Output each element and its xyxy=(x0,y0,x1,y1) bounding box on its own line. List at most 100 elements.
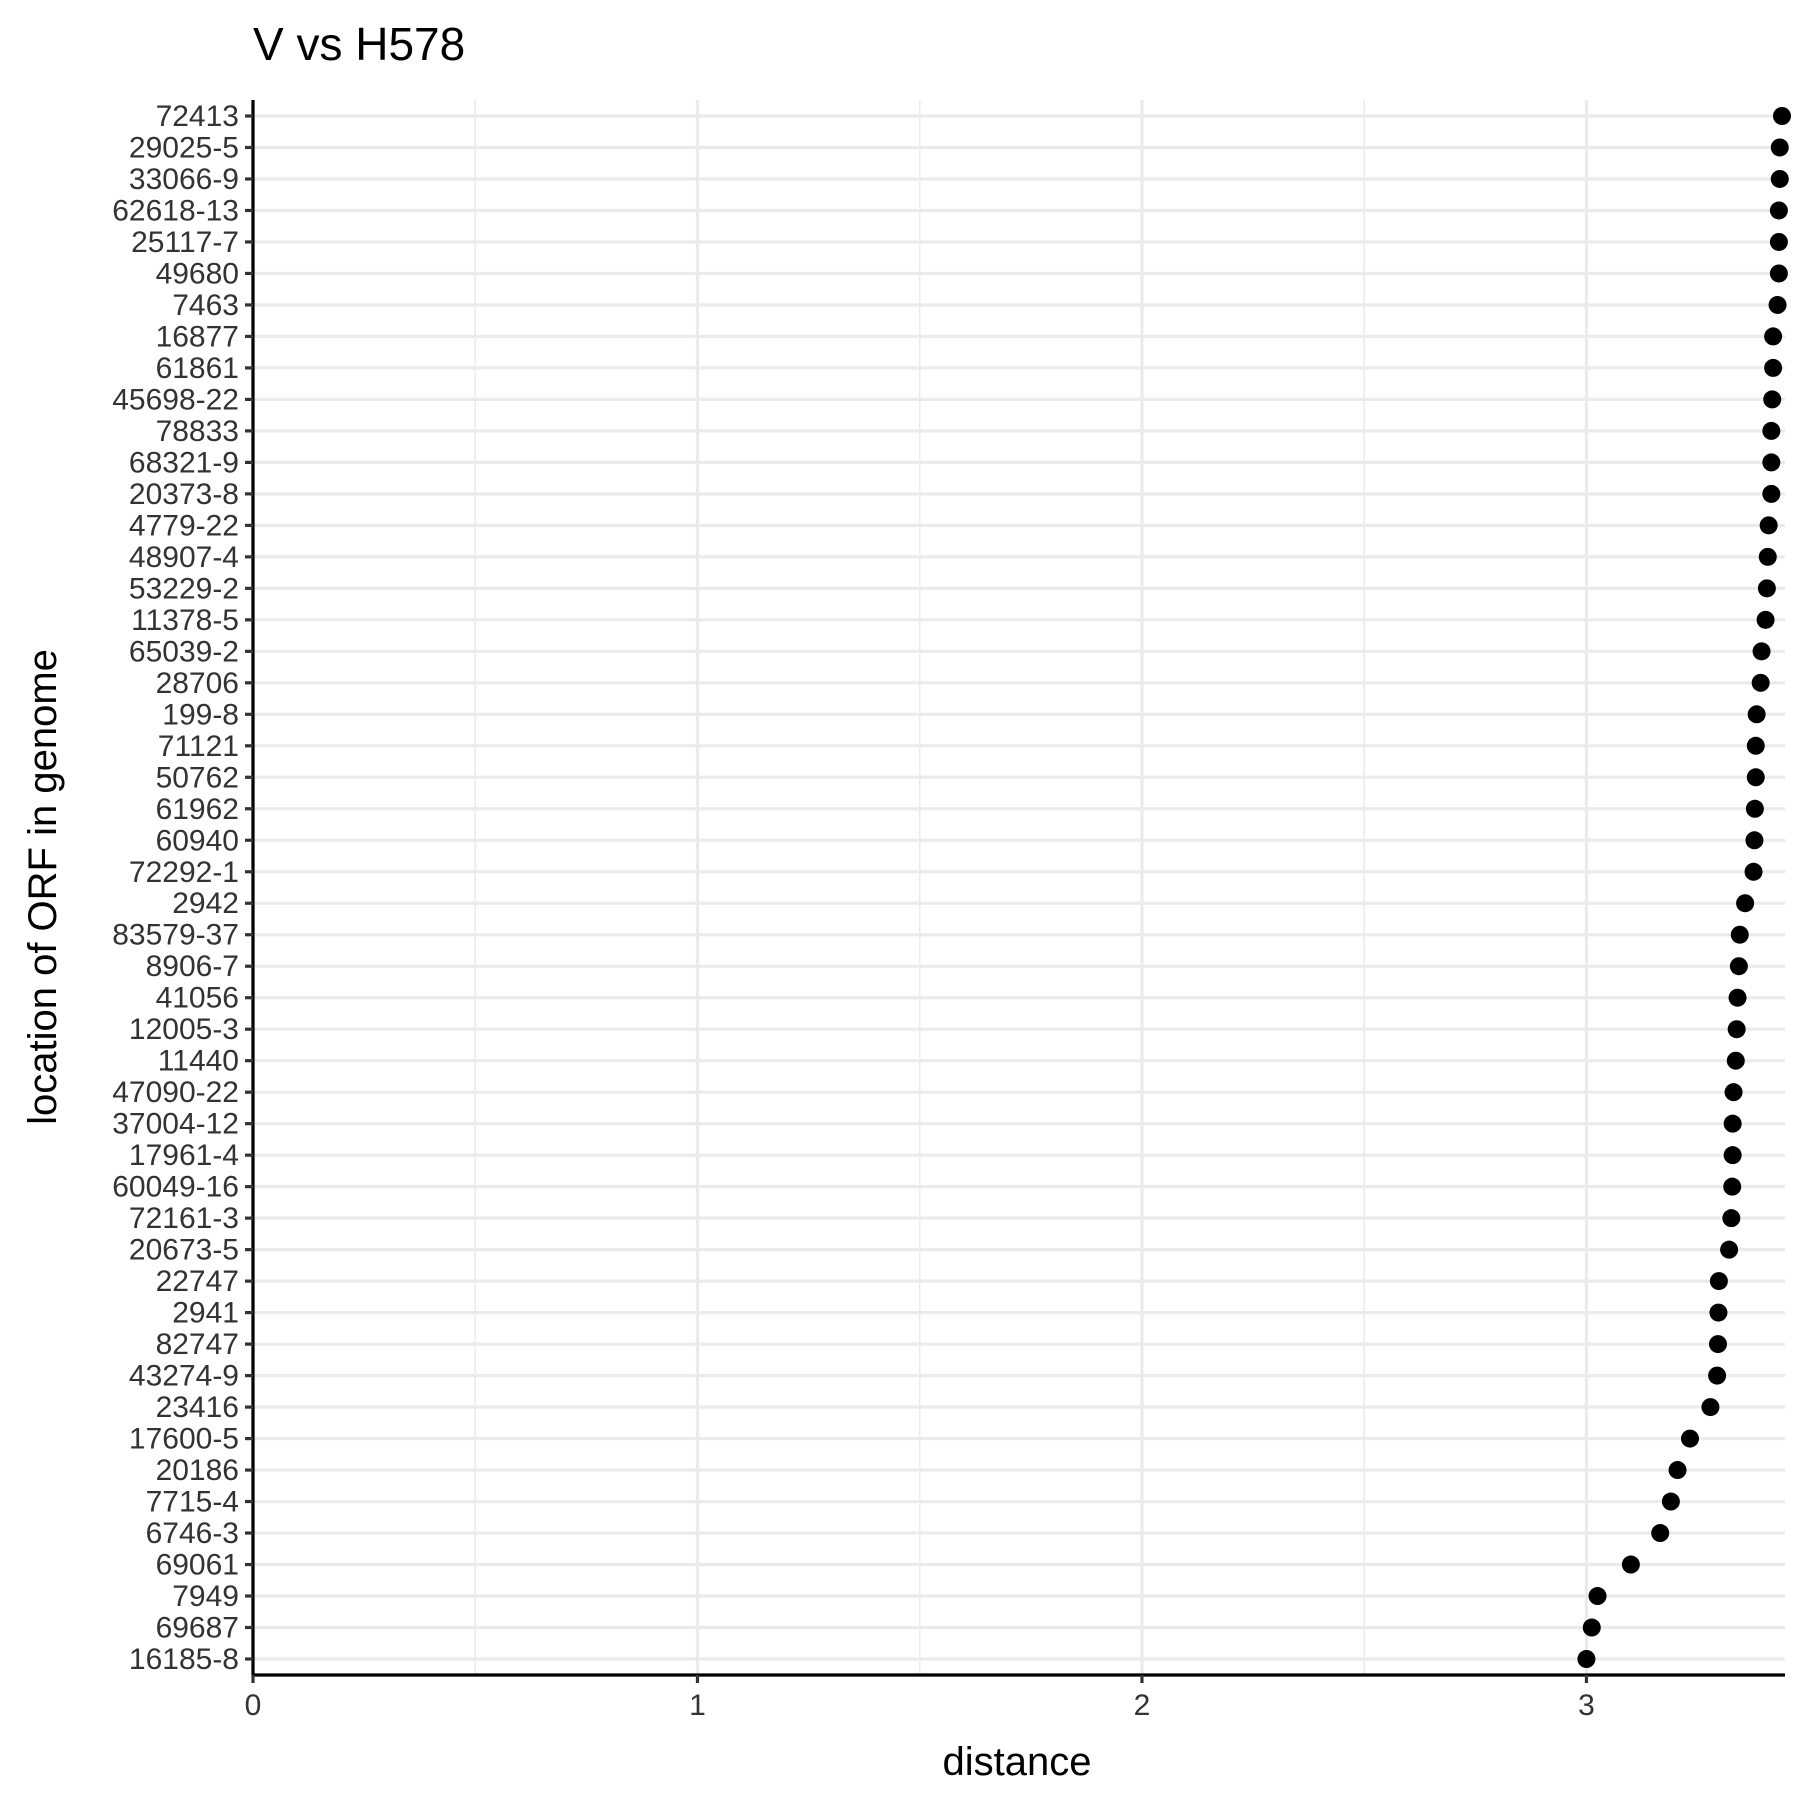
x-tick-label: 0 xyxy=(245,1689,262,1722)
y-tick-label: 48907-4 xyxy=(129,541,239,574)
y-tick-label: 60940 xyxy=(156,824,239,857)
y-tick-label: 41056 xyxy=(156,982,239,1015)
y-tick-label: 2942 xyxy=(172,887,239,920)
data-point xyxy=(1709,1303,1728,1322)
y-tick-label: 23416 xyxy=(156,1391,239,1424)
y-tick-label: 83579-37 xyxy=(112,919,239,952)
data-point xyxy=(1756,610,1775,629)
data-point xyxy=(1730,925,1749,944)
data-point xyxy=(1668,1461,1687,1480)
grid-layer xyxy=(251,100,1785,1675)
data-point xyxy=(1773,107,1791,125)
data-point xyxy=(1651,1524,1670,1543)
y-tick-label: 12005-3 xyxy=(129,1013,239,1046)
data-point xyxy=(1723,1114,1742,1133)
y-tick-label: 61962 xyxy=(156,793,239,826)
data-point xyxy=(1708,1335,1727,1354)
y-tick-label: 69687 xyxy=(156,1612,239,1645)
y-tick-label: 68321-9 xyxy=(129,446,239,479)
y-tick-label: 53229-2 xyxy=(129,572,239,605)
data-point xyxy=(1745,831,1764,850)
data-point xyxy=(1762,484,1781,503)
y-tick-label: 72413 xyxy=(156,100,239,133)
data-point xyxy=(1722,1209,1741,1228)
data-point xyxy=(1746,736,1765,755)
x-tick-label: 2 xyxy=(1134,1689,1151,1722)
axes-layer xyxy=(245,100,1785,1683)
data-point xyxy=(1746,768,1765,787)
y-tick-label: 4779-22 xyxy=(129,509,239,542)
x-axis-title: distance xyxy=(943,1740,1092,1784)
y-tick-label: 7715-4 xyxy=(146,1486,239,1519)
y-tick-label: 16877 xyxy=(156,320,239,353)
y-tick-label: 8906-7 xyxy=(146,950,239,983)
y-tick-label: 199-8 xyxy=(162,698,239,731)
y-tick-label: 49680 xyxy=(156,257,239,290)
y-tick-label: 22747 xyxy=(156,1265,239,1298)
y-axis-title: location of ORF in genome xyxy=(21,649,65,1125)
data-point xyxy=(1724,1083,1743,1102)
data-point xyxy=(1762,453,1781,472)
data-point xyxy=(1770,169,1789,188)
y-tick-label: 78833 xyxy=(156,415,239,448)
data-point xyxy=(1745,799,1764,818)
data-point xyxy=(1726,1051,1745,1070)
y-tick-label: 7463 xyxy=(172,289,239,322)
y-tick-label: 20373-8 xyxy=(129,478,239,511)
x-tick-label: 3 xyxy=(1578,1689,1595,1722)
data-point xyxy=(1762,421,1781,440)
y-tick-label: 62618-13 xyxy=(112,194,239,227)
data-point xyxy=(1736,894,1755,913)
data-point xyxy=(1768,295,1787,314)
y-tick-label: 60049-16 xyxy=(112,1171,239,1204)
points-layer xyxy=(1577,107,1791,1668)
y-tick-label: 16185-8 xyxy=(129,1643,239,1676)
data-point xyxy=(1769,264,1788,283)
chart-title: V vs H578 xyxy=(253,18,465,70)
y-tick-label: 37004-12 xyxy=(112,1108,239,1141)
y-tick-label: 43274-9 xyxy=(129,1360,239,1393)
y-tick-label: 11440 xyxy=(158,1045,239,1078)
y-tick-label: 71121 xyxy=(158,730,239,763)
y-tick-label: 28706 xyxy=(156,667,239,700)
y-tick-label: 72161-3 xyxy=(129,1202,239,1235)
y-tick-label: 29025-5 xyxy=(129,131,239,164)
y-tick-label: 61861 xyxy=(156,352,239,385)
y-tick-label: 45698-22 xyxy=(112,383,239,416)
data-point xyxy=(1720,1240,1739,1259)
y-tick-label: 2941 xyxy=(172,1297,239,1330)
data-point xyxy=(1758,547,1777,566)
data-point xyxy=(1747,705,1766,724)
y-tick-label: 20186 xyxy=(156,1454,239,1487)
data-point xyxy=(1723,1146,1742,1165)
data-point xyxy=(1744,862,1763,881)
y-tick-label: 11378-5 xyxy=(131,604,239,637)
data-point xyxy=(1763,390,1782,409)
data-point xyxy=(1588,1587,1607,1606)
data-point xyxy=(1757,579,1776,598)
data-point xyxy=(1723,1177,1742,1196)
data-point xyxy=(1752,642,1771,661)
y-tick-label: 50762 xyxy=(156,761,239,794)
data-point xyxy=(1621,1555,1640,1574)
y-tick-label: 25117-7 xyxy=(131,226,239,259)
y-tick-label: 20673-5 xyxy=(129,1234,239,1267)
data-point xyxy=(1729,957,1748,976)
data-point xyxy=(1751,673,1770,692)
data-point xyxy=(1680,1429,1699,1448)
y-tick-label: 33066-9 xyxy=(129,163,239,196)
data-point xyxy=(1764,327,1783,346)
y-tick-label: 65039-2 xyxy=(129,635,239,668)
data-point xyxy=(1728,988,1747,1007)
x-tick-label: 1 xyxy=(689,1689,706,1722)
data-point xyxy=(1769,232,1788,251)
y-tick-label: 69061 xyxy=(156,1549,239,1582)
y-tick-label: 6746-3 xyxy=(146,1517,239,1550)
data-point xyxy=(1709,1272,1728,1291)
y-tick-label: 17961-4 xyxy=(129,1139,239,1172)
data-point xyxy=(1708,1366,1727,1385)
data-point xyxy=(1770,138,1789,157)
labels-layer: 7241329025-533066-962618-1325117-7496807… xyxy=(112,100,1595,1722)
data-point xyxy=(1727,1020,1746,1039)
